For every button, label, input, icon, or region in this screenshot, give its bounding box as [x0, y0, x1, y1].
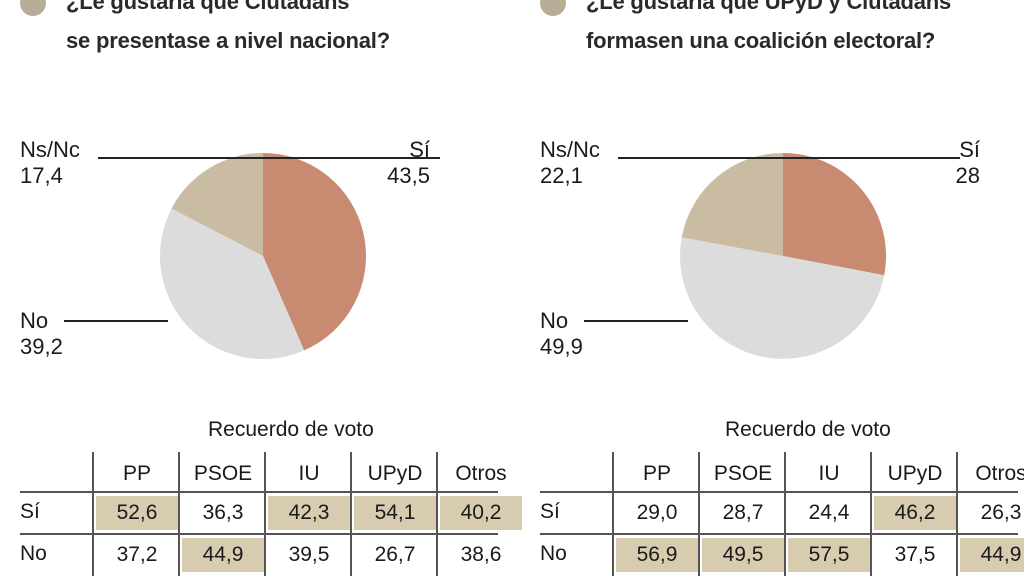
pie-slice-si	[783, 153, 887, 276]
table-column-header: PSOE	[193, 462, 253, 485]
title-bullet-icon	[20, 0, 46, 16]
question-title-line-1: ¿Le gustaría que Ciutadans	[66, 0, 350, 14]
table-title: Recuerdo de voto	[725, 418, 891, 441]
pie-slice-no	[159, 208, 305, 360]
table-cell: 26,7	[374, 543, 416, 566]
table-cell: 37,5	[894, 543, 936, 566]
table-column-rule	[92, 452, 94, 576]
slice-value-si: 28	[955, 163, 980, 188]
table-column-header: PSOE	[713, 462, 773, 485]
table-cell: 24,4	[808, 501, 850, 524]
table-column-rule	[956, 452, 958, 576]
table-title: Recuerdo de voto	[208, 418, 374, 441]
pie-chart	[584, 153, 960, 359]
table-column-rule	[870, 452, 872, 576]
table-cell: 26,3	[980, 501, 1022, 524]
slice-value-ns-nc: 22,1	[540, 163, 583, 188]
table-rule	[540, 491, 1018, 493]
pie-chart	[64, 152, 440, 360]
table-cell: 42,3	[268, 496, 350, 530]
slice-value-no: 49,9	[540, 334, 583, 359]
table-cell: 44,9	[960, 538, 1024, 572]
slice-label-no: No	[540, 308, 569, 333]
table-cell: 38,6	[460, 543, 502, 566]
slice-label-si: Sí	[959, 137, 980, 162]
table-column-rule	[784, 452, 786, 576]
table-cell: 37,2	[116, 543, 158, 566]
table-column-header: PP	[122, 462, 151, 485]
pie-slice-no	[680, 237, 885, 359]
table-column-rule	[264, 452, 266, 576]
table-rule	[20, 533, 498, 535]
table-column-header: IU	[298, 462, 320, 485]
slice-label-ns-nc: Ns/Nc	[540, 137, 600, 162]
table-row-label: No	[20, 542, 47, 565]
table-cell: 44,9	[182, 538, 264, 572]
table-cell: 39,5	[288, 543, 330, 566]
table-rule	[540, 533, 1018, 535]
table-rule	[20, 491, 498, 493]
slice-label-si: Sí	[409, 137, 430, 162]
pie-slice-ns-nc	[171, 152, 263, 256]
table-column-header: Otros	[455, 462, 507, 485]
slice-value-si: 43,5	[387, 163, 430, 188]
table-column-rule	[698, 452, 700, 576]
pie-slice-si	[263, 153, 367, 351]
table-cell: 46,2	[874, 496, 956, 530]
table-column-header: IU	[818, 462, 840, 485]
slice-value-no: 39,2	[20, 334, 63, 359]
table-cell: 56,9	[616, 538, 698, 572]
table-cell: 49,5	[702, 538, 784, 572]
question-title-line-2: se presentase a nivel nacional?	[66, 28, 390, 53]
table-row-label: Sí	[20, 500, 40, 523]
table-column-header: UPyD	[887, 462, 943, 485]
poll-panel-ciutadans-nacional: ¿Le gustaría que Ciutadans se presentase …	[0, 0, 522, 576]
title-bullet-icon	[540, 0, 566, 16]
table-column-header: PP	[642, 462, 671, 485]
table-cell: 40,2	[440, 496, 522, 530]
table-column-rule	[436, 452, 438, 576]
table-cell: 28,7	[722, 501, 764, 524]
question-title-line-1: ¿Le gustaría que UPyD y Ciutadans	[586, 0, 952, 14]
slice-label-no: No	[20, 308, 49, 333]
table-column-header: UPyD	[367, 462, 423, 485]
poll-panel-coalicion-upyd-ciutadans: ¿Le gustaría que UPyD y Ciutadans formase…	[520, 0, 1024, 576]
table-column-rule	[612, 452, 614, 576]
table-cell: 52,6	[96, 496, 178, 530]
table-cell: 36,3	[202, 501, 244, 524]
question-title-line-2: formasen una coalición electoral?	[586, 28, 936, 53]
table-column-rule	[178, 452, 180, 576]
slice-value-ns-nc: 17,4	[20, 163, 63, 188]
table-column-rule	[350, 452, 352, 576]
table-cell: 54,1	[354, 496, 436, 530]
table-cell: 57,5	[788, 538, 870, 572]
table-cell: 29,0	[636, 501, 678, 524]
table-row-label: Sí	[540, 500, 560, 523]
table-column-header: Otros	[975, 462, 1024, 485]
pie-slice-ns-nc	[681, 153, 783, 256]
slice-label-ns-nc: Ns/Nc	[20, 137, 80, 162]
table-row-label: No	[540, 542, 567, 565]
